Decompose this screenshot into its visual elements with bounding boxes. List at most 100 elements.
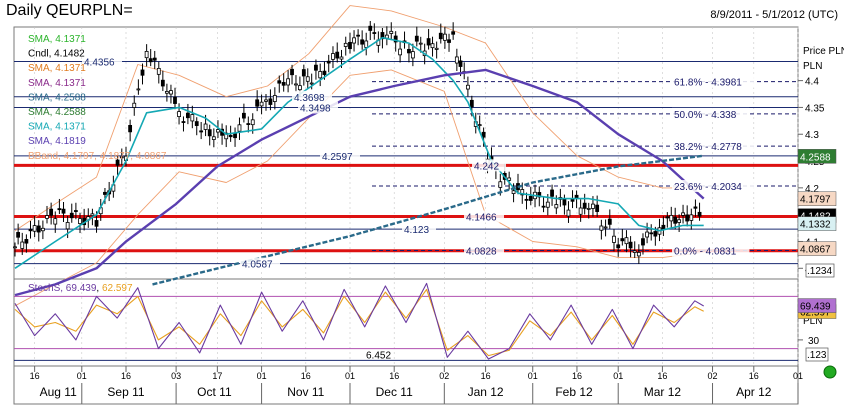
candle-body: [228, 134, 233, 138]
stoch-axis-box: [805, 347, 829, 362]
candle-body: [268, 98, 273, 105]
candle-body: [297, 85, 302, 91]
candle-body: [318, 71, 323, 79]
candle-body: [661, 224, 666, 230]
candle-body: [364, 40, 369, 48]
candle-body: [301, 69, 306, 77]
candle-body: [389, 30, 394, 34]
level-label-bg: [320, 149, 360, 162]
candle-body: [281, 82, 286, 86]
candle-body: [36, 225, 41, 233]
fib-label-bg: [672, 244, 750, 257]
candle-body: [237, 124, 242, 132]
legend-entry: SMA, 4.1371: [28, 122, 86, 133]
candle-body: [169, 90, 173, 95]
candle-body: [653, 231, 658, 237]
price-tag-label: 4.0867: [800, 245, 831, 256]
candle-body: [451, 31, 456, 35]
level-label: 4.3498: [300, 104, 331, 115]
candle-body: [136, 88, 141, 91]
candle-body: [645, 231, 649, 238]
candle-body: [286, 78, 291, 86]
candle-body: [624, 237, 629, 245]
live-status-indicator[interactable]: [823, 365, 837, 379]
candle-body: [524, 198, 529, 201]
candle-body: [673, 216, 678, 224]
candle-body: [628, 241, 633, 249]
price-axis-box: [805, 263, 835, 278]
level-label: 4.3698: [294, 93, 325, 104]
legend-entry: SMA, 4.1371: [28, 78, 86, 89]
candle-body: [447, 39, 451, 43]
candle-body: [562, 198, 567, 206]
level-label: 4.4356: [84, 58, 115, 69]
x-tick-label: 01: [257, 371, 267, 381]
candle-body: [368, 25, 373, 31]
candle-body: [185, 112, 190, 119]
x-month-label: Dec 11: [376, 385, 413, 399]
candle-body: [465, 84, 470, 90]
price-axis-box-label: .1234: [807, 266, 832, 277]
level-label: 4.242: [474, 161, 499, 172]
chart-title: Daily QEURPLN=: [6, 2, 133, 19]
candle-body: [314, 64, 318, 71]
fib-label-bg: [672, 140, 756, 153]
x-tick-label: 01: [345, 371, 355, 381]
candle-body: [16, 232, 21, 238]
x-tick-label: 16: [389, 371, 399, 381]
candle-body: [685, 214, 690, 222]
candle-body: [207, 129, 212, 137]
price-tag-label: 4.2588: [800, 152, 831, 163]
legend-entry: SMA, 4.1371: [28, 34, 86, 45]
candle-body: [595, 204, 600, 212]
candle-body: [199, 130, 204, 133]
x-month-label: Nov 11: [287, 385, 324, 399]
candle-body: [481, 131, 486, 138]
candle-body: [255, 99, 260, 107]
candle-body: [40, 227, 45, 232]
level-label-bg: [472, 159, 506, 172]
candle-body: [398, 48, 403, 56]
sma-long-line: [14, 68, 705, 297]
candle-body: [94, 220, 99, 227]
y-axis-label-price: Price PLN: [803, 46, 844, 57]
stoch-axis-box-label: .123: [807, 350, 827, 361]
candle-body: [356, 34, 361, 37]
x-tick-label: 16: [30, 371, 40, 381]
x-tick-label: 16: [657, 371, 667, 381]
candle-body: [144, 50, 149, 59]
candle-body: [290, 68, 294, 76]
level-label: 4.1466: [466, 212, 497, 223]
candle-body: [45, 215, 49, 219]
level-label-bg: [464, 244, 504, 257]
x-tick-label: 16: [481, 371, 491, 381]
candle-body: [554, 204, 559, 209]
fib-label: 50.0% - 4.338: [674, 110, 737, 121]
candle-body: [566, 209, 571, 217]
x-tick-label: 16: [572, 371, 582, 381]
candle-body: [164, 91, 169, 94]
candle-body: [250, 119, 255, 126]
candle-body: [20, 241, 25, 249]
candle-body: [681, 212, 685, 216]
candle-body: [203, 123, 208, 130]
candle-body: [259, 101, 264, 107]
fib-label-bg: [672, 180, 756, 193]
candle-body: [339, 56, 344, 60]
candle-body: [343, 42, 348, 47]
candle-body: [177, 111, 181, 117]
candle-body: [326, 60, 331, 64]
candle-body: [305, 76, 310, 82]
legend-entry: BBand, 4.1797, 4.1877, 4.0867: [28, 151, 167, 162]
candle-body: [582, 202, 587, 209]
candle-body: [360, 39, 365, 45]
candle-body: [173, 96, 177, 104]
candle-body: [241, 112, 246, 119]
candle-body: [53, 218, 58, 225]
candle-body: [331, 53, 335, 60]
x-tick-label: 17: [212, 371, 222, 381]
stoch-legend: StochS, 69.439, 62.597: [28, 283, 133, 294]
candle-body: [103, 191, 107, 195]
x-tick-label: 01: [793, 371, 803, 381]
